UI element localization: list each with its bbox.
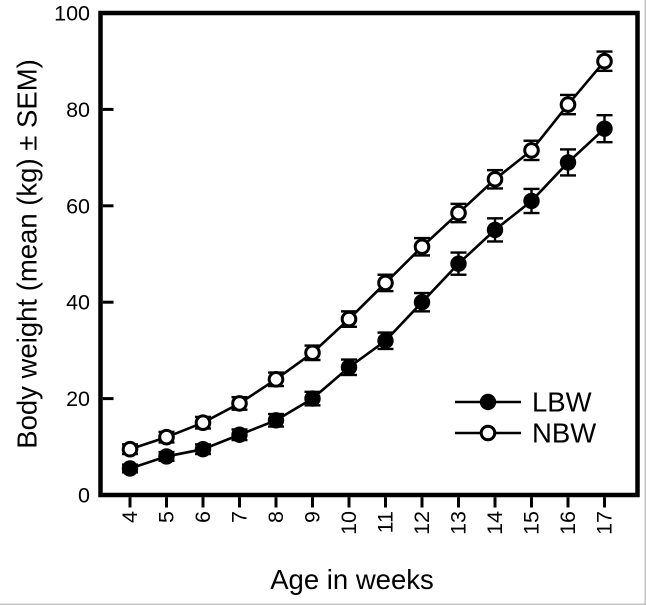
x-tick-label: 13 [447,511,471,535]
x-tick-label-group: 4 [118,511,142,523]
data-point-open-circle [523,142,540,159]
x-tick-label: 9 [301,511,325,523]
x-tick-label-group: 5 [155,511,179,523]
x-tick-label: 10 [337,511,361,535]
legend-open-circle-icon [479,424,497,442]
x-tick-label-group: 6 [191,511,215,523]
x-tick-label-group: 9 [301,511,325,523]
markers-nbw [121,52,613,458]
x-tick-label-group: 7 [228,511,252,523]
x-tick-label-group: 17 [593,511,617,535]
data-point-filled-circle [596,120,613,137]
x-tick-label: 11 [374,511,398,533]
x-tick-label: 12 [410,511,434,535]
x-tick-label-group: 10 [337,511,361,535]
legend-label: LBW [532,387,592,418]
plot-frame [98,10,640,498]
data-point-open-circle [596,52,613,70]
data-point-open-circle [413,238,431,256]
data-point-open-circle [559,96,577,113]
x-tick-label: 5 [155,511,179,523]
data-point-open-circle [486,170,504,188]
data-point-open-circle [231,395,248,412]
data-point-filled-circle [377,332,394,349]
x-tick-label-group: 14 [483,511,507,535]
x-axis-title: Age in weeks [270,564,434,595]
x-tick-label-group: 16 [556,511,580,535]
x-tick-label: 15 [520,511,544,535]
data-point-open-circle [340,310,358,328]
x-tick-label-group: 13 [447,511,471,535]
data-point-filled-circle [158,448,175,465]
y-tick-label: 80 [66,98,90,122]
data-point-open-circle [158,428,175,446]
x-tick-label: 16 [556,511,580,535]
x-tick-label: 7 [228,511,252,523]
legend-label: NBW [532,418,596,449]
markers-lbw [121,120,613,477]
x-tick-label: 14 [483,511,507,535]
data-point-filled-circle [523,192,540,210]
data-point-open-circle [267,371,285,388]
data-point-open-circle [121,440,139,458]
y-tick-label: 60 [66,194,90,218]
data-point-filled-circle [121,460,139,477]
y-axis-title-group: Body weight (mean (kg) ± SEM) [12,59,43,449]
data-point-filled-circle [231,426,248,443]
data-point-filled-circle [340,359,358,376]
y-tick-label: 20 [66,387,90,411]
data-point-open-circle [194,414,212,432]
y-axis-title: Body weight (mean (kg) ± SEM) [12,59,43,449]
legend-filled-circle-icon [479,393,497,411]
y-tick-label: 0 [78,484,90,508]
data-point-filled-circle [486,221,504,239]
x-tick-label: 6 [191,511,215,523]
x-tick-label: 4 [118,511,142,523]
x-tick-label-group: 8 [264,511,288,523]
y-tick-label: 100 [54,2,90,26]
data-point-open-circle [304,344,321,362]
x-tick-label-group: 11 [374,511,398,533]
x-tick-label: 8 [264,511,288,523]
data-point-filled-circle [413,294,431,311]
x-tick-label: 17 [593,511,617,535]
x-tick-label-group: 15 [520,511,544,535]
data-point-open-circle [377,274,394,292]
data-point-filled-circle [559,154,577,171]
y-tick-label: 40 [66,291,90,315]
data-point-filled-circle [267,412,285,429]
x-tick-label-group: 12 [410,511,434,535]
data-point-filled-circle [450,255,467,272]
data-point-filled-circle [194,441,212,458]
data-point-open-circle [450,204,467,222]
data-point-filled-circle [304,390,321,407]
